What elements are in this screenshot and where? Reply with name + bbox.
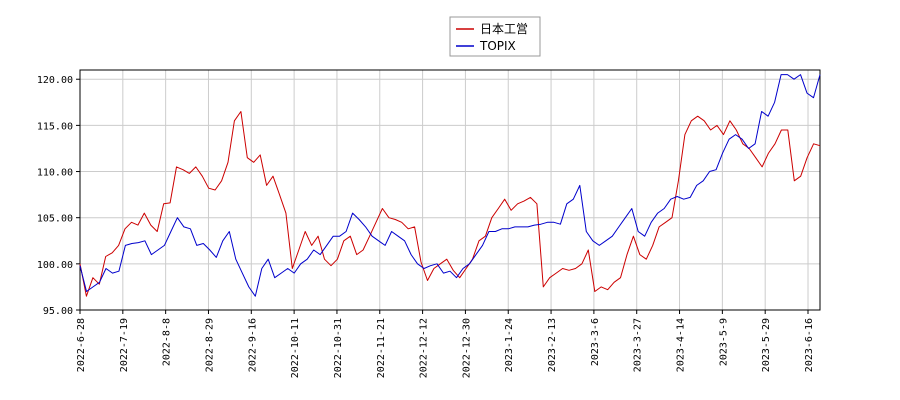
x-tick-label: 2022-6-28 [76,318,87,372]
series-line-1 [79,74,821,297]
y-tick-label: 120.00 [37,75,73,86]
x-tick-label: 2023-5-9 [718,318,729,366]
legend-label-series-0: 日本工営 [480,22,528,36]
x-tick-label: 2023-3-6 [590,318,601,366]
y-tick-label: 105.00 [37,214,73,225]
x-axis: 2022-6-28 2022-7-19 2022-8-8 2022-8-29 2022-… [76,310,815,378]
legend: 日本工営 TOPIX [449,16,541,57]
x-tick-label: 2022-8-8 [162,318,173,366]
x-tick-label: 2023-6-16 [804,318,815,372]
x-tick-label: 2022-12-12 [419,318,430,378]
y-tick-label: 100.00 [37,260,73,271]
legend-label-series-1: TOPIX [479,39,516,53]
legend-box [449,16,541,57]
x-tick-label: 2023-4-14 [676,318,687,372]
x-tick-label: 2022-10-11 [290,318,301,378]
series-lines [79,74,821,297]
y-tick-label: 115.00 [37,121,73,132]
x-tick-label: 2023-3-27 [633,318,644,372]
x-tick-label: 2023-1-24 [504,318,515,372]
x-tick-label: 2023-5-29 [761,318,772,372]
x-tick-label: 2022-10-31 [333,318,344,378]
y-tick-label: 110.00 [37,168,73,179]
y-tick-label: 95.00 [43,306,73,317]
x-tick-label: 2022-8-29 [204,318,215,372]
x-tick-label: 2022-7-19 [119,318,130,372]
grid [79,70,820,311]
x-tick-label: 2022-9-16 [247,318,258,372]
x-tick-label: 2022-11-21 [376,318,387,378]
y-axis: 95.00 100.00 105.00 110.00 115.00 120.00 [37,75,80,317]
series-line-0 [79,111,821,297]
x-tick-label: 2023-2-13 [547,318,558,372]
x-tick-label: 2022-12-30 [461,318,472,378]
plot-area-frame [79,69,821,311]
